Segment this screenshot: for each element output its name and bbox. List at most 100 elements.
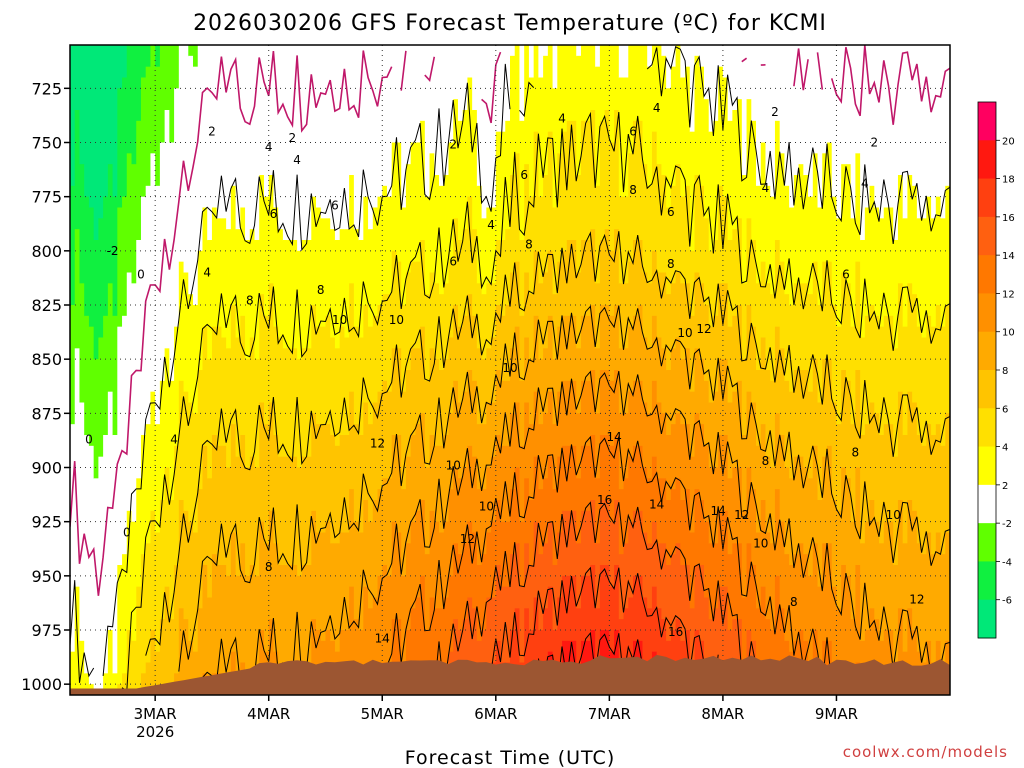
field-cell: [169, 619, 175, 695]
field-cell: [174, 445, 180, 566]
contour-label: 8: [246, 294, 254, 308]
field-cell: [476, 45, 483, 187]
contour-label: 4: [762, 181, 770, 195]
field-cell: [618, 554, 625, 620]
field-cell: [510, 413, 516, 490]
field-cell: [386, 294, 393, 393]
field-cell: [699, 66, 705, 187]
field-cell: [803, 283, 809, 371]
field-cell: [694, 45, 700, 57]
field-cell: [410, 608, 416, 685]
field-cell: [107, 391, 114, 631]
y-tick-label: 750: [31, 134, 62, 153]
field-cell: [642, 467, 648, 534]
field-cell: [533, 45, 539, 133]
field-cell: [268, 45, 275, 176]
field-cell: [637, 445, 644, 512]
field-cell: [230, 532, 237, 653]
colorbar-swatch: [978, 102, 996, 141]
field-cell: [287, 456, 293, 566]
field-cell: [84, 673, 90, 695]
colorbar-swatch: [978, 331, 996, 371]
field-cell: [500, 45, 506, 133]
field-cell: [74, 110, 81, 230]
field-cell: [836, 218, 842, 328]
field-cell: [74, 348, 81, 588]
field-cell: [368, 326, 374, 425]
field-cell: [136, 478, 142, 588]
field-cell: [562, 131, 568, 252]
field-cell: [486, 532, 492, 599]
contour-labels: 2 4 2 4 6 6 4 8 8 10 10 2 4 6 4 8 6 4 6 8 6 8 2 4 2 4 6 12 10 10 4 0 -2 0…: [85, 101, 924, 646]
field-cell: [112, 315, 118, 436]
field-cell: [543, 348, 549, 414]
field-cell: [495, 240, 502, 306]
field-cell: [599, 45, 606, 122]
field-cell: [481, 294, 487, 360]
field-cell: [420, 240, 426, 328]
field-cell: [845, 380, 852, 479]
field-cell: [145, 66, 152, 187]
field-cell: [609, 250, 615, 317]
y-tick-label: 950: [31, 567, 62, 586]
field-cell: [448, 575, 454, 653]
field-cell: [661, 348, 667, 414]
field-cell: [741, 359, 748, 436]
field-cell: [808, 575, 814, 664]
field-cell: [174, 88, 180, 328]
contour-label: 10: [753, 536, 768, 550]
field-cell: [713, 608, 719, 685]
field-cell: [391, 142, 398, 252]
contour-label: 16: [597, 493, 612, 507]
field-cell: [633, 45, 639, 122]
field-cell: [230, 305, 237, 425]
field-cell: [538, 283, 544, 360]
field-cell: [935, 45, 942, 198]
credit-link[interactable]: coolwx.com/models: [843, 743, 1008, 761]
field-cell: [169, 142, 175, 382]
field-cell: [235, 337, 241, 458]
field-cell: [122, 673, 128, 695]
colorbar-tick-label: 12: [1002, 289, 1015, 300]
field-cell: [566, 120, 573, 241]
field-cell: [481, 424, 487, 490]
field-cell: [836, 510, 842, 609]
field-cell: [897, 500, 904, 609]
field-cell: [443, 435, 450, 523]
field-cell: [680, 77, 686, 198]
field-cell: [126, 153, 133, 274]
field-cell: [703, 99, 710, 219]
field-cell: [703, 445, 710, 523]
field-cell: [576, 608, 582, 674]
field-cell: [566, 315, 573, 382]
field-cell: [136, 240, 142, 479]
field-cell: [935, 424, 942, 534]
field-cell: [486, 348, 492, 404]
field-cell: [760, 586, 767, 664]
field-cell: [514, 608, 521, 685]
field-cell: [599, 305, 606, 371]
field-cell: [741, 435, 748, 512]
colorbar-swatch: [978, 523, 996, 562]
field-cell: [178, 261, 185, 382]
field-cell: [254, 240, 260, 360]
field-cell: [543, 45, 549, 57]
field-cell: [694, 565, 700, 631]
field-cell: [528, 196, 535, 295]
field-cell: [599, 500, 606, 566]
field-cell: [448, 413, 454, 490]
field-cell: [434, 283, 440, 360]
y-tick-label: 725: [31, 79, 62, 98]
field-cell: [656, 543, 662, 609]
field-cell: [808, 391, 814, 479]
contour-label: 10: [502, 361, 517, 375]
field-cell: [353, 326, 360, 425]
field-cell: [798, 543, 804, 631]
field-cell: [580, 45, 587, 122]
field-cell: [420, 120, 426, 241]
field-cell: [301, 348, 308, 458]
field-cell: [746, 543, 752, 631]
field-cell: [491, 456, 497, 523]
field-cell: [443, 521, 450, 599]
y-tick-label: 850: [31, 350, 62, 369]
